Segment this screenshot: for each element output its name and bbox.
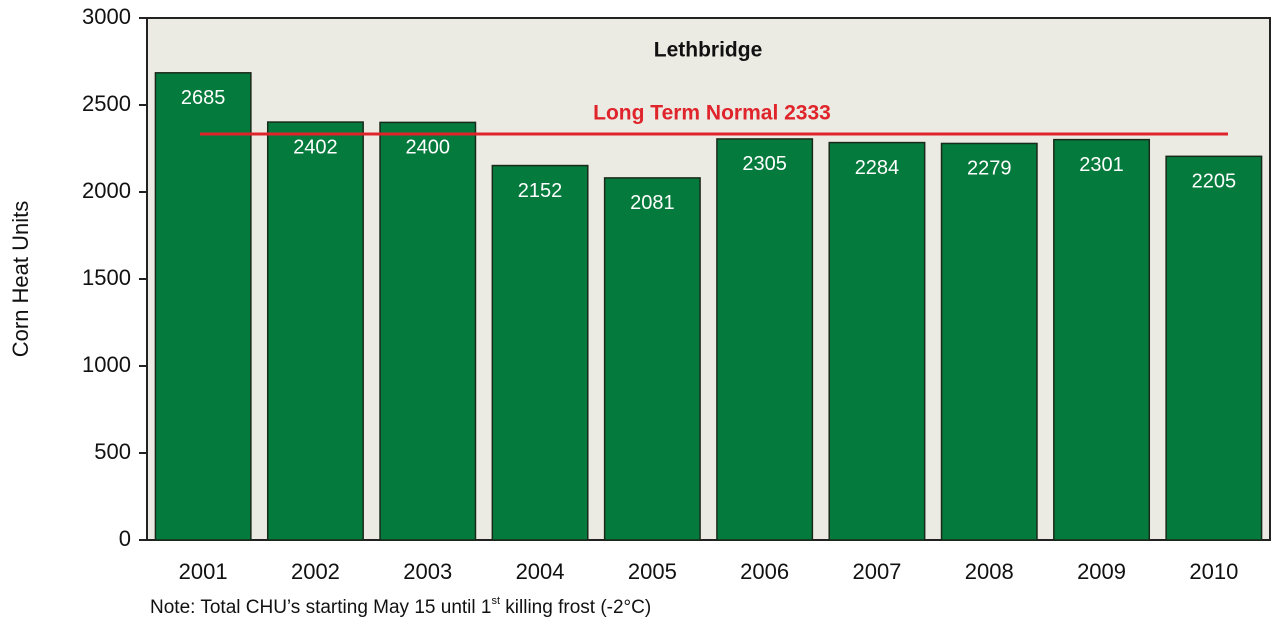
chart-title: Lethbridge <box>654 39 763 62</box>
bar <box>491 164 589 541</box>
value-label: 2284 <box>855 157 900 179</box>
note-text: killing frost (-2°C) <box>500 597 651 618</box>
value-label: 2081 <box>630 192 675 214</box>
value-label: 2152 <box>518 180 563 202</box>
x-tick-label: 2008 <box>965 559 1014 584</box>
x-tick-label: 2001 <box>179 559 228 584</box>
reference-label: Long Term Normal 2333 <box>593 102 831 125</box>
value-label: 2279 <box>967 158 1012 180</box>
value-label: 2402 <box>293 136 338 158</box>
bar <box>266 121 364 541</box>
note-superscript: st <box>491 595 500 607</box>
value-label: 2400 <box>406 137 451 159</box>
value-label: 2301 <box>1079 154 1124 176</box>
note-text: Note: Total CHU’s starting May 15 until … <box>150 597 491 618</box>
bar <box>1053 138 1151 541</box>
y-tick-label: 1000 <box>82 352 131 377</box>
bar <box>1165 155 1263 541</box>
note: Note: Total CHU’s starting May 15 until … <box>150 595 651 618</box>
x-tick-label: 2004 <box>516 559 565 584</box>
y-tick-label: 2000 <box>82 178 131 203</box>
x-tick-label: 2006 <box>740 559 789 584</box>
y-axis-label: Corn Heat Units <box>8 201 33 358</box>
x-tick-label: 2010 <box>1189 559 1238 584</box>
x-tick-label: 2007 <box>852 559 901 584</box>
y-tick-label: 1500 <box>82 265 131 290</box>
y-tick-label: 2500 <box>82 91 131 116</box>
value-label: 2305 <box>742 153 787 175</box>
value-label: 2205 <box>1192 171 1237 193</box>
y-tick-label: 500 <box>94 439 131 464</box>
x-tick-label: 2009 <box>1077 559 1126 584</box>
y-tick-label: 0 <box>119 526 131 551</box>
value-label: 2685 <box>181 87 226 109</box>
y-tick-label: 3000 <box>82 4 131 29</box>
x-tick-label: 2002 <box>291 559 340 584</box>
bar <box>940 142 1038 541</box>
bar <box>379 121 477 541</box>
bar <box>154 72 252 541</box>
x-tick-label: 2005 <box>628 559 677 584</box>
x-tick-label: 2003 <box>403 559 452 584</box>
bar <box>716 138 814 541</box>
bar <box>603 177 701 541</box>
bar <box>828 141 926 541</box>
